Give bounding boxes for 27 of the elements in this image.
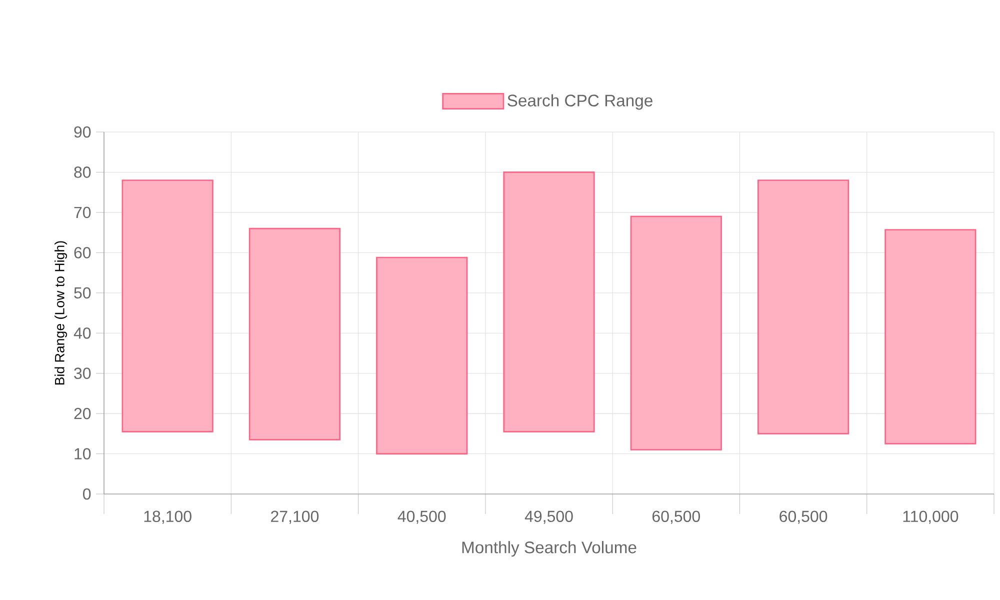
y-tick-label: 30	[74, 368, 91, 379]
x-tick-label: 40,500	[398, 510, 446, 524]
bar	[248, 228, 341, 440]
y-tick-label: 50	[74, 287, 91, 299]
bar	[503, 172, 595, 432]
y-tick-label: 20	[74, 408, 91, 420]
y-tick-label: 60	[74, 247, 91, 258]
x-tick-label: 110,000	[903, 510, 958, 524]
bar	[884, 229, 976, 444]
x-tick-label: 60,500	[652, 510, 700, 524]
y-axis-title: Bid Range (Low to High)	[54, 241, 67, 385]
y-tick-label: 10	[74, 448, 91, 460]
x-tick-label: 27,100	[271, 510, 319, 524]
y-tick-label: 90	[74, 126, 91, 138]
x-tick-label: 49,500	[524, 510, 573, 524]
bar	[630, 216, 722, 450]
bar	[376, 256, 468, 454]
y-tick-label: 70	[74, 206, 91, 218]
x-axis-title: Monthly Search Volume	[462, 541, 636, 557]
x-tick-label: 60,500	[780, 510, 828, 524]
bar	[757, 180, 850, 434]
y-tick-label: 0	[83, 488, 91, 500]
y-tick-label: 40	[74, 327, 91, 339]
legend-label: Search CPC Range	[508, 94, 652, 110]
y-tick-label: 80	[74, 166, 91, 178]
x-tick-label: 18,100	[144, 510, 192, 524]
bar	[122, 180, 214, 432]
